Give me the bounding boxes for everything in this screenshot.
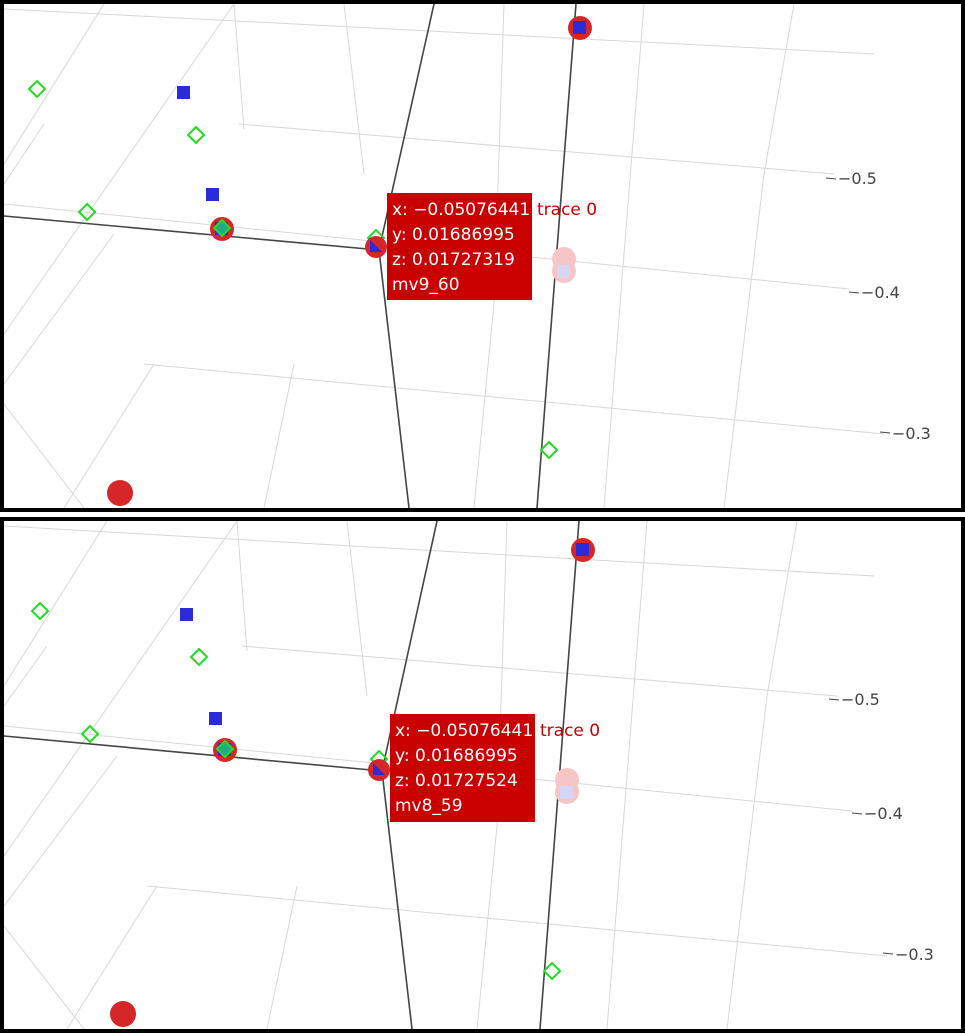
tooltip-z: z: 0.01727319 xyxy=(392,250,515,270)
plot-panel-bottom[interactable]: −0.5 −0.4 −0.3 x: −0.05076441 xyxy=(0,517,965,1033)
axis-ticks xyxy=(825,177,891,434)
hover-marker xyxy=(370,240,382,252)
tooltip-trace: trace 0 xyxy=(537,200,597,220)
markers xyxy=(30,538,595,1027)
data-point-green[interactable] xyxy=(27,79,47,99)
tooltip-x: x: −0.05076441 xyxy=(392,200,530,220)
data-point-green[interactable] xyxy=(539,440,559,460)
tick-label: −0.4 xyxy=(861,283,900,302)
data-point-blue[interactable] xyxy=(209,712,222,725)
gridlines xyxy=(4,521,888,1029)
tooltip-label: mv8_59 xyxy=(395,796,463,816)
data-point-green[interactable] xyxy=(186,125,206,145)
data-point-blue[interactable] xyxy=(573,21,586,34)
data-point-red[interactable] xyxy=(110,1001,136,1027)
tooltip-z: z: 0.01727524 xyxy=(395,771,518,791)
data-point-green[interactable] xyxy=(215,739,235,759)
data-point-red[interactable] xyxy=(107,480,133,506)
data-point-faded[interactable] xyxy=(560,786,573,799)
tick-label: −0.4 xyxy=(864,804,903,823)
tick-label: −0.3 xyxy=(895,945,934,964)
tick-label: −0.5 xyxy=(838,169,877,188)
tooltip-y: y: 0.01686995 xyxy=(392,225,515,245)
data-point-blue[interactable] xyxy=(576,543,589,556)
plot-panel-top[interactable]: −0.5 −0.4 −0.3 x: −0.05076441 xyxy=(0,0,965,512)
tick-label: −0.3 xyxy=(892,424,931,443)
axis-ticks xyxy=(828,698,894,955)
tick-label: −0.5 xyxy=(841,690,880,709)
data-point-green[interactable] xyxy=(189,647,209,667)
tooltip-x: x: −0.05076441 xyxy=(395,721,533,741)
data-point-green[interactable] xyxy=(30,601,50,621)
markers xyxy=(27,16,592,506)
axes xyxy=(4,521,580,1029)
data-point-green[interactable] xyxy=(212,218,232,238)
tooltip-y: y: 0.01686995 xyxy=(395,746,518,766)
data-point-green[interactable] xyxy=(542,961,562,981)
data-point-blue[interactable] xyxy=(177,86,190,99)
data-point-blue[interactable] xyxy=(206,188,219,201)
scatter3d-top[interactable]: −0.5 −0.4 −0.3 x: −0.05076441 xyxy=(4,4,961,508)
gridlines xyxy=(4,4,885,508)
data-point-green[interactable] xyxy=(77,202,97,222)
data-point-green[interactable] xyxy=(80,724,100,744)
tooltip-trace: trace 0 xyxy=(540,721,600,741)
scatter3d-bottom[interactable]: −0.5 −0.4 −0.3 x: −0.05076441 xyxy=(4,521,961,1029)
tooltip-label: mv9_60 xyxy=(392,275,460,295)
data-point-blue[interactable] xyxy=(180,608,193,621)
data-point-faded[interactable] xyxy=(557,265,570,278)
hover-tooltip: x: −0.05076441 y: 0.01686995 z: 0.017275… xyxy=(390,714,600,822)
hover-marker xyxy=(373,763,385,775)
hover-tooltip: x: −0.05076441 y: 0.01686995 z: 0.017273… xyxy=(387,193,597,300)
